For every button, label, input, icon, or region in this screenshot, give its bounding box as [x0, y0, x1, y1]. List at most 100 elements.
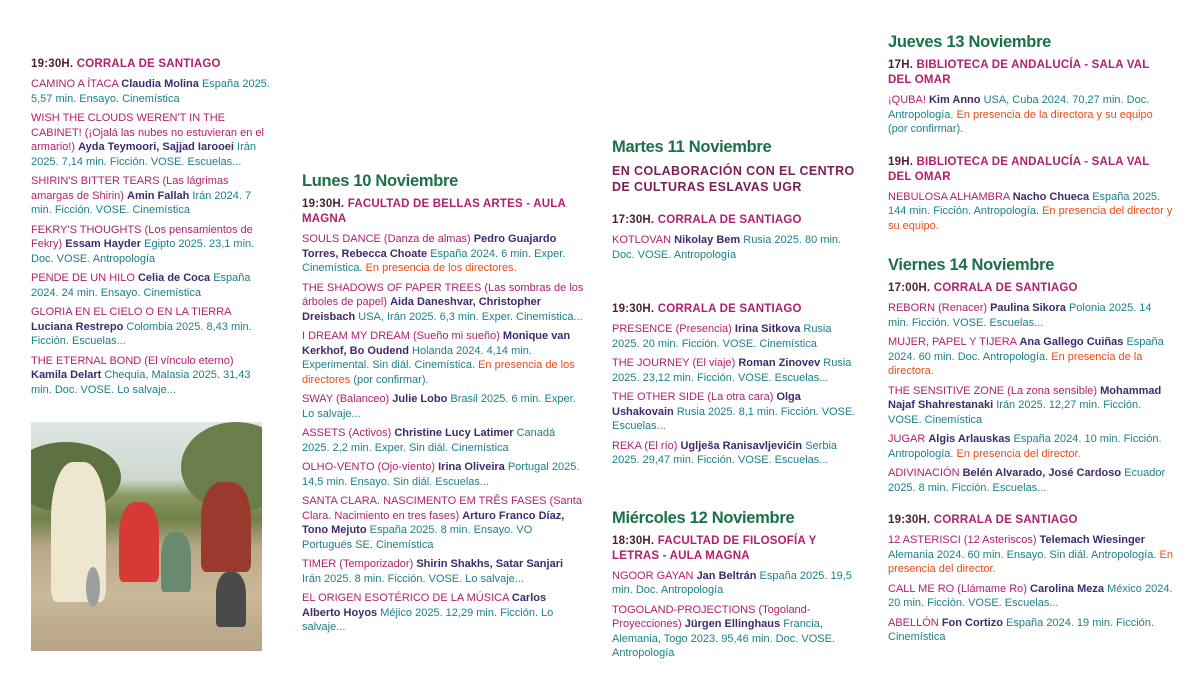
film-title: NGOOR GAYAN [612, 569, 694, 582]
film-director: Ayda Teymoori, Sajjad Iarooei [78, 141, 234, 153]
film-title: MUJER, PAPEL Y TIJERA [888, 336, 1017, 348]
film-entry: KOTLOVAN Nikolay Bem Rusia 2025. 80 min.… [612, 233, 862, 262]
film-entry: SWAY (Balanceo) Julie Lobo Brasil 2025. … [302, 392, 584, 421]
film-entry: NGOOR GAYAN Jan Beltrán España 2025. 19,… [612, 569, 862, 598]
session-time: 18:30H. [612, 534, 655, 547]
film-info: Serbia 2025. 29,47 min. Ficción. VOSE. E… [612, 439, 837, 467]
film-entry: NEBULOSA ALHAMBRA Nacho Chueca España 20… [888, 190, 1173, 234]
film-info: Irán 2025. 7,14 min. Ficción. VOSE. Escu… [31, 141, 256, 168]
film-director: Uglješa Ranisavljevićin [680, 439, 803, 452]
film-entry: CAMINO A ÍTACA Claudia Molina España 202… [31, 77, 271, 106]
film-info: Chequia, Malasia 2025. 31,43 min. Doc. V… [31, 369, 251, 396]
film-info: España 2024. 10 min. Ficción. Antropolog… [888, 433, 1162, 460]
film-info: Rusia 2025. 8,1 min. Ficción. VOSE. Escu… [612, 405, 856, 433]
film-info: Colombia 2025. 8,43 min. Ficción. Escuel… [31, 320, 252, 348]
session-venue: CORRALA DE SANTIAGO [933, 514, 1078, 526]
film-director: Carlos Alberto Hoyos [302, 592, 547, 619]
film-info: Polonia 2025. 14 min. Ficción. VOSE. Esc… [888, 302, 1152, 329]
film-director: Carolina Meza [1030, 582, 1104, 595]
film-director: Shirin Shakhs, Satar Sanjari [416, 558, 564, 570]
film-title: ABELLÓN [888, 616, 939, 629]
film-info: España 2024. 24 min. Ensayo. Cinemística [31, 272, 251, 299]
film-director: Celia de Coca [137, 272, 211, 284]
film-info: Francia, Alemania, Togo 2023. 95,46 min.… [612, 618, 835, 659]
session-venue-heading: 19:30H. CORRALA DE SANTIAGO [612, 302, 862, 317]
film-info: España 2024. 60 min. Doc. Antropología. [888, 336, 1164, 363]
film-director: Nikolay Bem [674, 234, 741, 246]
film-info: Ecuador 2025. 8 min. Ficción. Escuelas..… [888, 467, 1166, 494]
film-title: ASSETS (Activos) [302, 427, 392, 439]
film-entry: ¡QUBA! Kim Anno USA, Cuba 2024. 70,27 mi… [888, 93, 1173, 137]
session: 18:30H. FACULTAD DE FILOSOFÍA Y LETRAS -… [612, 534, 862, 661]
film-title: TIMER (Temporizador) [302, 558, 414, 570]
program-column-1: 19:30H. CORRALA DE SANTIAGO CAMINO A ÍTAC… [31, 57, 271, 402]
film-info: Alemania 2024. 60 min. Ensayo. Sin diál.… [888, 548, 1157, 561]
film-info: Egipto 2025. 23,1 min. Doc. VOSE. Antrop… [31, 238, 255, 265]
session-venue-heading: 19H. BIBLIOTECA DE ANDALUCÍA - SALA VAL … [888, 155, 1173, 185]
session-venue: CORRALA DE SANTIAGO [657, 303, 802, 315]
session-venue: CORRALA DE SANTIAGO [933, 282, 1078, 294]
film-entry: 12 ASTERISCI (12 Asteriscos) Telemach Wi… [888, 533, 1173, 577]
session-time: 19:30H. [302, 198, 345, 210]
collaboration-heading: EN COLABORACIÓN CON EL CENTRO DE CULTURA… [612, 164, 855, 194]
session-time: 19:30H. [612, 303, 655, 315]
session-venue-heading: 17H. BIBLIOTECA DE ANDALUCÍA - SALA VAL … [888, 58, 1173, 88]
film-entry: ASSETS (Activos) Christine Lucy Latimer … [302, 426, 584, 455]
film-entry: ABELLÓN Fon Cortizo España 2024. 19 min.… [888, 616, 1173, 645]
film-entry: TOGOLAND-PROJECTIONS (Togoland-Proyeccio… [612, 603, 862, 661]
film-entry: FEKRY'S THOUGHTS (Los pensamientos de Fe… [31, 223, 271, 267]
film-director: Paulina Sikora [990, 302, 1066, 314]
film-title: GLORIA EN EL CIELO O EN LA TIERRA [31, 306, 231, 318]
film-title: PRESENCE (Presencia) [612, 323, 732, 335]
film-info: Holanda 2024. 4,14 min. Experimental. Si… [302, 344, 532, 372]
film-entry: SANTA CLARA. NASCIMENTO EM TRÊS FASES (S… [302, 494, 584, 552]
film-presence-note: En presencia de los directores [302, 359, 575, 386]
film-title: OLHO-VENTO (Ojo-viento) [302, 461, 436, 473]
film-director: Kamila Delart [31, 369, 102, 381]
film-entry: EL ORIGEN ESOTÉRICO DE LA MÚSICA Carlos … [302, 591, 584, 635]
session-venue: FACULTAD DE FILOSOFÍA Y LETRAS - AULA MA… [612, 534, 817, 562]
session-time: 19H. [888, 155, 914, 168]
session: 19:30H. CORRALA DE SANTIAGO 12 ASTERISCI … [888, 513, 1173, 645]
day-heading: Martes 11 Noviembre [612, 138, 772, 156]
session-venue: FACULTAD DE BELLAS ARTES - AULA MAGNA [302, 198, 566, 225]
program-column-2: Lunes 10 Noviembre 19:30H. FACULTAD DE BE… [302, 171, 584, 640]
film-director: Algis Arlauskas [928, 433, 1011, 445]
film-entry: TIMER (Temporizador) Shirin Shakhs, Sata… [302, 557, 584, 586]
day-heading: Jueves 13 Noviembre [888, 33, 1052, 51]
film-entry: SHIRIN'S BITTER TEARS (Las lágrimas amar… [31, 174, 271, 218]
film-director: Amin Fallah [127, 189, 190, 202]
day-heading: Lunes 10 Noviembre [302, 172, 458, 190]
session-venue: CORRALA DE SANTIAGO [657, 214, 802, 226]
film-director: Aida Daneshvar, Christopher Dreisbach [302, 296, 542, 323]
film-presence-note: En presencia del director. [956, 447, 1081, 460]
film-director: Belén Alvarado, José Cardoso [962, 467, 1122, 479]
film-info: España 2025. 8 min. Ensayo. VO Portugués… [302, 524, 533, 551]
film-entry: PENDE DE UN HILO Celia de Coca España 20… [31, 271, 271, 300]
film-entry: CALL ME RO (Llámame Ro) Carolina Meza Mé… [888, 582, 1173, 611]
session-venue-heading: 19:30H. CORRALA DE SANTIAGO [31, 57, 271, 72]
session: 17H. BIBLIOTECA DE ANDALUCÍA - SALA VAL … [888, 58, 1173, 137]
session-venue: BIBLIOTECA DE ANDALUCÍA - SALA VAL DEL O… [888, 59, 1150, 86]
film-note: (por confirmar). [888, 123, 964, 135]
film-entry: MUJER, PAPEL Y TIJERA Ana Gallego Cuiñas… [888, 335, 1173, 379]
film-info: México 2024. 20 min. Ficción. VOSE. Escu… [888, 582, 1173, 610]
film-director: Jan Beltrán [696, 569, 757, 582]
film-director: Jürgen Ellinghaus [684, 618, 781, 630]
film-info: Irán 2024. 7 min. Ficción. VOSE. Cinemís… [31, 189, 252, 217]
film-info: Rusia 2025. 23,12 min. Ficción. VOSE. Es… [612, 357, 852, 384]
film-info: Irán 2025. 12,27 min. Ficción. VOSE. Cin… [888, 399, 1142, 426]
film-presence-note: En presencia de la directora y su equipo [956, 108, 1153, 121]
session-venue-heading: 17:30H. CORRALA DE SANTIAGO [612, 213, 862, 228]
film-info: España 2025. 19,5 min. Doc. Antropología [612, 569, 852, 597]
film-title: TOGOLAND-PROJECTIONS (Togoland-Proyeccio… [612, 603, 811, 631]
film-entry: WISH THE CLOUDS WEREN'T IN THE CABINET! … [31, 111, 271, 169]
session: 19:30H. CORRALA DE SANTIAGO PRESENCE (Pre… [612, 302, 862, 468]
film-director: Fon Cortizo [941, 616, 1003, 629]
day-heading: Miércoles 12 Noviembre [612, 508, 795, 527]
program-column-4: Jueves 13 Noviembre 17H. BIBLIOTECA DE AN… [888, 32, 1173, 650]
film-title: SWAY (Balanceo) [302, 393, 390, 405]
film-presence-note: En presencia de la directora. [888, 350, 1143, 378]
film-info: Canadá 2025. 2,2 min. Exper. Sin diál. C… [302, 427, 556, 454]
session: 17:30H. CORRALA DE SANTIAGO KOTLOVAN Niko… [612, 213, 862, 262]
